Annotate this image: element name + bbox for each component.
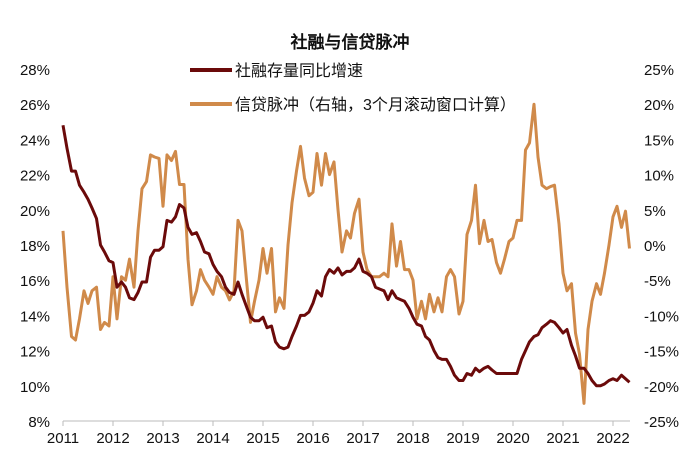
legend: 社融存量同比增速 信贷脉冲（右轴，3个月滚动窗口计算） xyxy=(190,62,516,114)
y-left-tick-label: 18% xyxy=(20,238,50,255)
y-right-tick-label: 15% xyxy=(644,132,674,149)
chart-title: 社融与信贷脉冲 xyxy=(290,33,410,52)
x-tick-label: 2022 xyxy=(596,430,629,447)
y-right-tick-label: -10% xyxy=(644,308,679,325)
y-left-tick-label: 16% xyxy=(20,273,50,290)
y-left-tick-label: 10% xyxy=(20,379,50,396)
y-left-tick-label: 8% xyxy=(28,414,50,431)
y-left-tick-label: 12% xyxy=(20,344,50,361)
y-right-tick-label: 5% xyxy=(644,203,666,220)
y-left-tick-label: 28% xyxy=(20,62,50,79)
y-right-tick-label: -20% xyxy=(644,379,679,396)
y-left-tick-label: 14% xyxy=(20,308,50,325)
series-line-tsf-growth xyxy=(61,125,631,388)
y-right-tick-label: 20% xyxy=(644,97,674,114)
x-tick-label: 2017 xyxy=(346,430,379,447)
y-right-tick-label: 10% xyxy=(644,168,674,185)
y-right-tick-label: -25% xyxy=(644,414,679,431)
y-left-tick-label: 20% xyxy=(20,203,50,220)
x-tick-label: 2019 xyxy=(446,430,479,447)
x-tick-label: 2020 xyxy=(496,430,529,447)
y-left-tick-label: 22% xyxy=(20,168,50,185)
y-right-tick-label: 25% xyxy=(644,62,674,79)
legend-label-tsf: 社融存量同比增速 xyxy=(235,62,363,80)
x-tick-label: 2016 xyxy=(296,430,329,447)
x-tick-label: 2021 xyxy=(546,430,579,447)
y-left-tick-label: 24% xyxy=(20,132,50,149)
y-right-tick-label: 0% xyxy=(644,238,666,255)
x-tick-label: 2011 xyxy=(47,430,79,447)
x-tick-label: 2014 xyxy=(196,430,229,447)
x-tick-label: 2018 xyxy=(396,430,429,447)
legend-label-credit: 信贷脉冲（右轴，3个月滚动窗口计算） xyxy=(235,95,516,114)
x-tick-label: 2013 xyxy=(146,430,179,447)
y-left-tick-label: 26% xyxy=(20,97,50,114)
y-right-tick-label: -5% xyxy=(644,273,671,290)
y-right-tick-label: -15% xyxy=(644,344,679,361)
series-line-credit-impulse xyxy=(61,102,631,405)
x-tick-label: 2015 xyxy=(246,430,279,447)
x-tick-label: 2012 xyxy=(96,430,129,447)
